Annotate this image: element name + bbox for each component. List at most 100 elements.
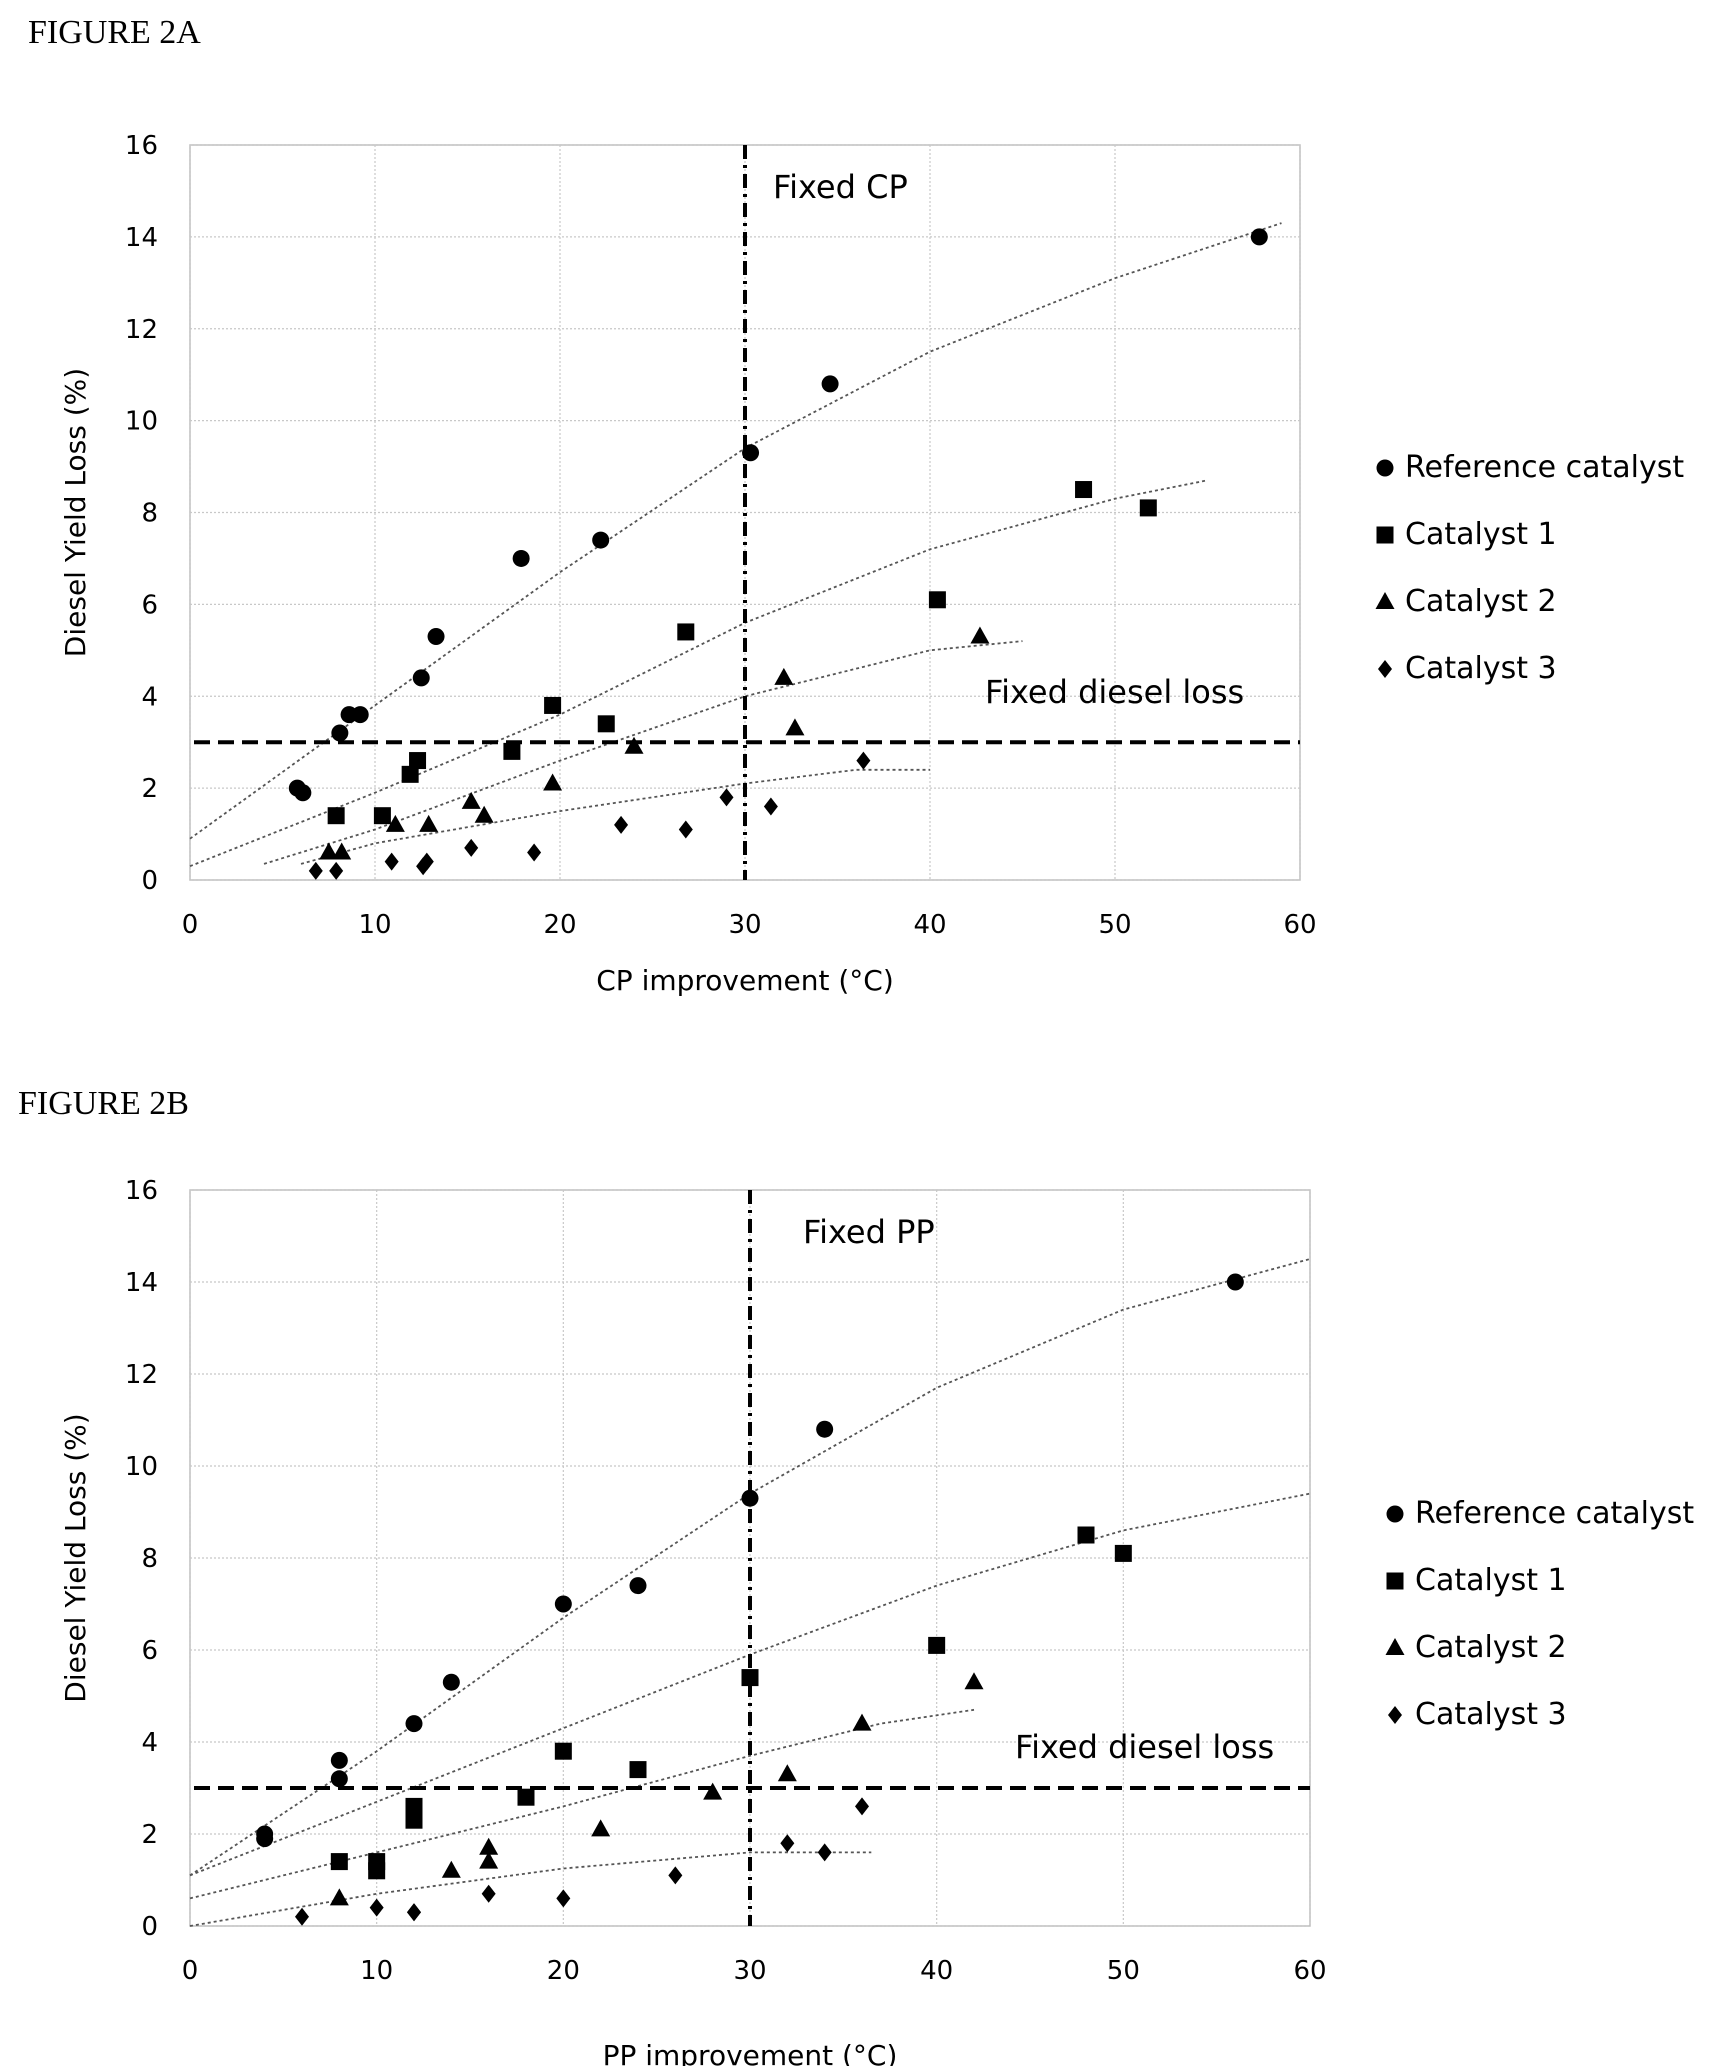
data-point-reference-catalyst: [816, 1420, 834, 1438]
data-point-reference-catalyst: [351, 706, 369, 724]
data-point-reference-catalyst: [256, 1830, 274, 1848]
legend-label-catalyst-1: Catalyst 1: [1415, 1563, 1567, 1598]
data-point-catalyst-1: [368, 1862, 386, 1880]
chart-figure-2b: 0 10 20 30 40 50 60 0 2 4 6 8 10 12 14 16 PP improvement…: [59, 1176, 1694, 2066]
x-tick-label: 10: [360, 1956, 393, 1986]
data-point-catalyst-2: [591, 1819, 611, 1837]
legend-label-catalyst-3: Catalyst 3: [1405, 651, 1557, 686]
legend-marker-catalyst-3: [1378, 660, 1392, 678]
data-point-catalyst-3: [614, 815, 629, 834]
data-point-catalyst-1: [327, 807, 345, 825]
y-tick-label: 0: [141, 1912, 158, 1942]
y-tick-label: 16: [125, 1176, 158, 1206]
x-tick-label: 20: [543, 910, 576, 940]
x-tick-label: 50: [1107, 1956, 1140, 1986]
y-tick-label: 4: [141, 1728, 158, 1758]
data-point-catalyst-3: [481, 1884, 496, 1903]
data-point-reference-catalyst: [427, 628, 445, 646]
data-point-catalyst-1: [517, 1788, 535, 1806]
data-point-catalyst-1: [1075, 481, 1093, 499]
data-point-reference-catalyst: [405, 1715, 423, 1733]
data-point-catalyst-3: [556, 1889, 571, 1908]
data-point-catalyst-2: [479, 1837, 499, 1855]
y-tick-label: 10: [125, 407, 158, 437]
data-point-catalyst-2: [703, 1782, 723, 1800]
chart-figure-2a: 0 10 20 30 40 50 60 0 2 4 6 8 10 12 14 16 CP improvement…: [59, 131, 1684, 997]
data-point-catalyst-3: [308, 861, 323, 880]
legend-marker-catalyst-2: [1385, 1638, 1405, 1655]
data-point-catalyst-3: [763, 797, 778, 816]
figure-2b-title: FIGURE 2B: [18, 1085, 189, 1122]
legend-marker-catalyst-1: [1376, 526, 1394, 544]
data-point-reference-catalyst: [294, 784, 312, 802]
reference-label-vertical: Fixed CP: [773, 168, 908, 206]
data-point-catalyst-2: [329, 1888, 349, 1906]
data-point-catalyst-1: [503, 742, 521, 760]
legend-label-catalyst-2: Catalyst 2: [1405, 584, 1557, 619]
data-point-catalyst-1: [677, 623, 695, 641]
data-point-catalyst-2: [319, 842, 339, 860]
legend-label-catalyst-1: Catalyst 1: [1405, 517, 1557, 552]
trendline-reference-catalyst: [189, 1258, 1311, 1877]
legend-label-catalyst-3: Catalyst 3: [1415, 1697, 1567, 1732]
data-point-catalyst-3: [384, 852, 399, 871]
data-point-catalyst-2: [479, 1851, 499, 1869]
y-tick-label: 2: [141, 1820, 158, 1850]
data-point-reference-catalyst: [742, 444, 760, 462]
x-tick-label: 0: [182, 1956, 199, 1986]
y-tick-label: 6: [141, 1636, 158, 1666]
data-point-catalyst-3: [678, 820, 693, 839]
x-tick-label: 20: [547, 1956, 580, 1986]
reference-label-vertical: Fixed PP: [803, 1213, 935, 1251]
y-tick-label: 14: [125, 223, 158, 253]
data-point-catalyst-3: [419, 852, 434, 871]
data-point-catalyst-1: [330, 1853, 348, 1871]
data-point-catalyst-1: [1139, 499, 1157, 517]
data-point-catalyst-2: [419, 814, 439, 832]
data-point-catalyst-2: [970, 626, 990, 644]
y-tick-label: 8: [141, 1544, 158, 1574]
data-point-catalyst-2: [441, 1860, 461, 1878]
data-point-reference-catalyst: [1250, 228, 1268, 246]
y-tick-label: 16: [125, 131, 158, 161]
y-tick-label: 14: [125, 1268, 158, 1298]
x-tick-label: 40: [913, 910, 946, 940]
data-point-reference-catalyst: [330, 1751, 348, 1769]
x-tick-label: 40: [920, 1956, 953, 1986]
data-point-catalyst-2: [777, 1764, 797, 1782]
legend-marker-catalyst-1: [1386, 1572, 1404, 1590]
x-tick-label: 30: [728, 910, 761, 940]
legend-label-reference-catalyst: Reference catalyst: [1405, 450, 1684, 485]
x-tick-label: 60: [1283, 910, 1316, 940]
trendline-catalyst-3: [189, 1851, 872, 1927]
data-point-catalyst-3: [295, 1907, 309, 1926]
data-point-catalyst-1: [401, 765, 419, 783]
data-point-catalyst-2: [474, 805, 494, 823]
data-point-reference-catalyst: [554, 1595, 572, 1613]
legend-marker-reference-catalyst: [1376, 459, 1394, 477]
y-tick-label: 10: [125, 1452, 158, 1482]
x-tick-label: 60: [1293, 1956, 1326, 1986]
data-point-reference-catalyst: [592, 531, 610, 549]
data-point-catalyst-1: [928, 591, 946, 609]
data-point-catalyst-2: [385, 814, 405, 832]
data-point-catalyst-2: [785, 718, 805, 736]
data-point-catalyst-1: [405, 1811, 423, 1829]
data-point-catalyst-3: [527, 843, 542, 862]
y-axis-label: Diesel Yield Loss (%): [59, 1413, 92, 1702]
data-point-reference-catalyst: [330, 1770, 348, 1788]
data-point-reference-catalyst: [442, 1673, 460, 1691]
x-tick-label: 30: [733, 1956, 766, 1986]
y-tick-label: 6: [141, 590, 158, 620]
data-point-catalyst-3: [780, 1834, 795, 1853]
x-axis-label: CP improvement (°C): [596, 964, 894, 997]
data-point-reference-catalyst: [512, 549, 530, 567]
data-point-catalyst-2: [332, 842, 352, 860]
data-point-catalyst-3: [464, 838, 479, 857]
data-point-catalyst-3: [855, 1797, 869, 1816]
data-point-catalyst-2: [852, 1713, 872, 1731]
y-tick-label: 4: [141, 682, 158, 712]
data-point-catalyst-2: [964, 1672, 984, 1690]
x-tick-label: 10: [358, 910, 391, 940]
trendline-catalyst-2: [263, 640, 1023, 865]
